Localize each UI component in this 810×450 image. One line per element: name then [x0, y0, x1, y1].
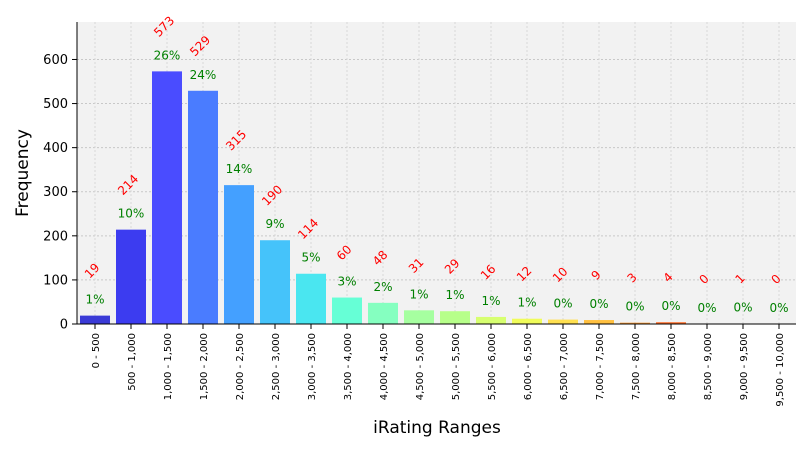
y-tick-label: 500 — [43, 97, 68, 112]
percent-label: 5% — [301, 251, 320, 265]
x-tick-label: 6,500 - 7,000 — [559, 333, 570, 400]
percent-label: 0% — [733, 301, 752, 315]
x-tick-label: 4,000 - 4,500 — [379, 333, 390, 400]
bar — [116, 230, 146, 324]
x-axis-ticks: 0 - 500 500 - 1,000 1,000 - 1,500 1,500 - 2… — [91, 324, 786, 407]
x-tick-label: 5,500 - 6,000 — [487, 333, 498, 400]
percent-label: 1% — [85, 293, 104, 307]
y-tick-label: 300 — [43, 185, 68, 200]
y-axis-title: Frequency — [13, 129, 33, 217]
bar — [476, 317, 506, 324]
y-tick-label: 100 — [43, 273, 68, 288]
x-tick-label: 7,500 - 8,000 — [631, 333, 642, 400]
bar — [224, 185, 254, 324]
percent-label: 0% — [769, 301, 788, 315]
bar — [188, 91, 218, 324]
x-tick-label: 3,000 - 3,500 — [307, 333, 318, 400]
plot-area — [77, 22, 796, 324]
x-axis-title: iRating Ranges — [373, 418, 501, 438]
percent-label: 1% — [517, 296, 536, 310]
y-tick-label: 600 — [43, 53, 68, 68]
x-tick-label: 4,500 - 5,000 — [415, 333, 426, 400]
percent-label: 24% — [190, 68, 217, 82]
percent-label: 1% — [445, 288, 464, 302]
y-tick-label: 400 — [43, 141, 68, 156]
bar — [80, 316, 110, 324]
bar — [404, 310, 434, 324]
bar — [512, 319, 542, 324]
bar — [368, 303, 398, 324]
percent-label: 1% — [481, 294, 500, 308]
x-tick-label: 5,000 - 5,500 — [451, 333, 462, 400]
percent-label: 14% — [226, 162, 253, 176]
x-tick-label: 1,500 - 2,000 — [199, 333, 210, 400]
percent-label: 3% — [337, 275, 356, 289]
bar — [332, 298, 362, 324]
x-tick-label: 3,500 - 4,000 — [343, 333, 354, 400]
x-tick-label: 7,000 - 7,500 — [595, 333, 606, 400]
bar — [260, 240, 290, 324]
percent-label: 10% — [118, 207, 145, 221]
y-tick-label: 200 — [43, 229, 68, 244]
percent-label: 0% — [661, 299, 680, 313]
x-tick-label: 2,000 - 2,500 — [235, 333, 246, 400]
percent-label: 0% — [553, 297, 572, 311]
percent-label: 26% — [154, 48, 181, 62]
x-tick-label: 1,000 - 1,500 — [163, 333, 174, 400]
x-tick-label: 8,000 - 8,500 — [667, 333, 678, 400]
bar — [548, 320, 578, 324]
bar — [440, 311, 470, 324]
percent-label: 0% — [589, 297, 608, 311]
percent-label: 0% — [625, 300, 644, 314]
percent-label: 0% — [697, 301, 716, 315]
bar — [584, 320, 614, 324]
bar — [152, 71, 182, 324]
y-tick-label: 0 — [60, 318, 68, 333]
x-tick-label: 8,500 - 9,000 — [703, 333, 714, 400]
percent-label: 9% — [265, 217, 284, 231]
x-tick-label: 9,000 - 9,500 — [739, 333, 750, 400]
percent-label: 1% — [409, 287, 428, 301]
x-tick-label: 9,500 - 10,000 — [775, 333, 786, 407]
x-tick-label: 0 - 500 — [91, 333, 102, 368]
x-tick-label: 6,000 - 6,500 — [523, 333, 534, 400]
x-tick-label: 2,500 - 3,000 — [271, 333, 282, 400]
y-axis-ticks: 0 100 200 300 400 500 600 — [43, 53, 77, 333]
x-tick-label: 500 - 1,000 — [127, 333, 138, 391]
percent-label: 2% — [373, 280, 392, 294]
bar — [296, 274, 326, 324]
